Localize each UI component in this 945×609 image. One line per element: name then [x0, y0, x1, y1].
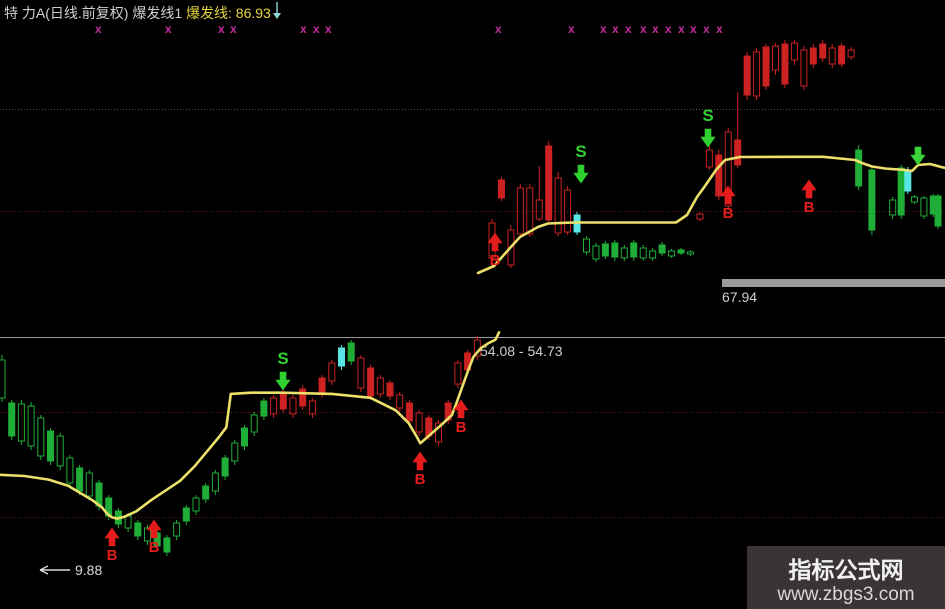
svg-text:B: B	[107, 547, 118, 564]
svg-text:S: S	[277, 349, 288, 368]
svg-text:9.88: 9.88	[75, 562, 102, 578]
svg-text:B: B	[415, 471, 426, 488]
svg-text:B: B	[804, 199, 815, 216]
svg-text:S: S	[575, 142, 586, 161]
svg-text:B: B	[149, 539, 160, 556]
svg-text:B: B	[723, 205, 734, 222]
svg-text:B: B	[490, 252, 501, 269]
svg-text:B: B	[456, 419, 467, 436]
svg-text:S: S	[702, 106, 713, 125]
